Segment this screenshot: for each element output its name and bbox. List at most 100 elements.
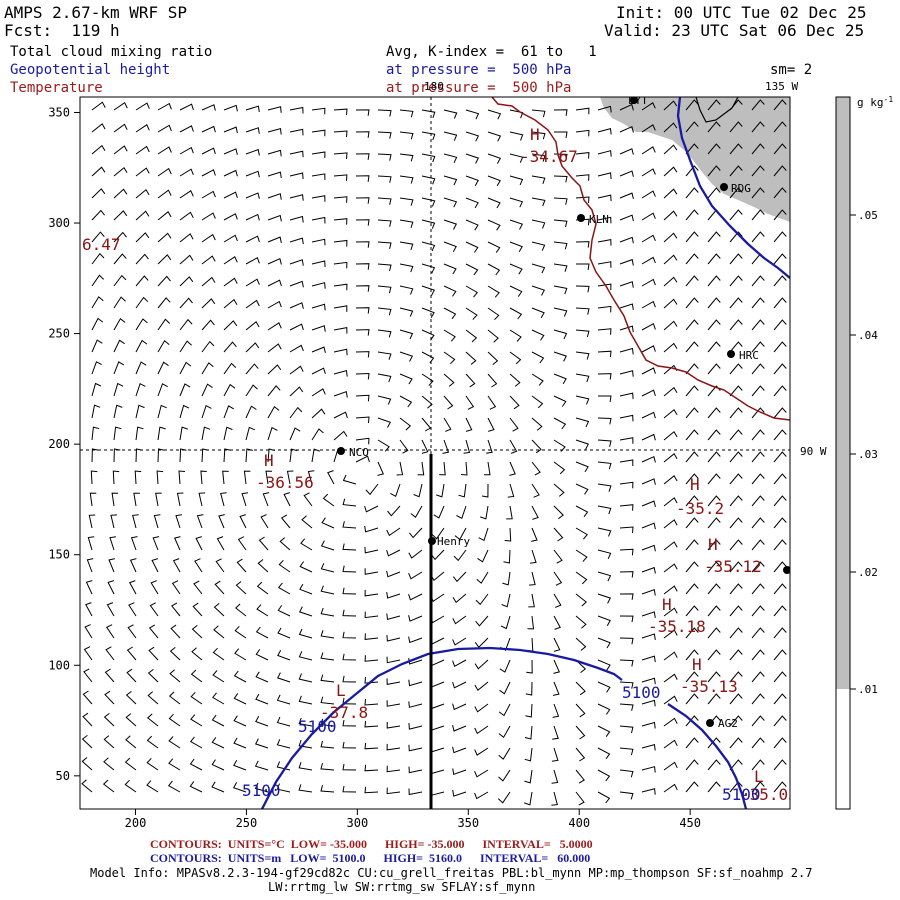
wind-barb <box>156 470 164 485</box>
wind-barb <box>421 417 432 432</box>
wind-barb <box>751 473 765 485</box>
wind-barb <box>255 626 269 639</box>
wind-barb <box>641 300 656 309</box>
station-henry-dot <box>428 537 436 545</box>
station-hrc-dot <box>727 350 735 358</box>
wind-barb <box>707 693 721 705</box>
wind-barb <box>157 102 172 111</box>
station-nco-dot <box>337 447 345 455</box>
colorbar-tick: .02 <box>858 566 878 579</box>
wind-barb <box>283 492 291 507</box>
wind-barb <box>157 146 172 155</box>
wind-barb <box>105 646 115 661</box>
wind-barb <box>192 602 203 617</box>
wind-barb <box>597 505 612 515</box>
wind-barb <box>421 109 436 119</box>
wind-barb <box>773 253 787 265</box>
wind-barb <box>355 351 370 358</box>
wind-barb <box>280 514 291 529</box>
wind-barb <box>553 175 568 183</box>
wind-barb <box>474 637 489 648</box>
wind-barb <box>641 124 656 133</box>
station-rdg-dot <box>720 183 728 191</box>
wind-barb <box>113 253 127 265</box>
wind-barb <box>751 781 765 793</box>
wind-barb <box>245 448 253 463</box>
wind-barb <box>342 565 357 573</box>
wind-barb <box>399 153 414 162</box>
wind-barb <box>773 99 787 111</box>
wind-barb <box>685 715 699 727</box>
wind-barb <box>211 737 225 749</box>
station-kln-label: KLN <box>589 213 609 226</box>
wind-barb <box>619 571 634 578</box>
wind-barb <box>551 747 559 762</box>
wind-barb <box>575 461 589 473</box>
wind-barb <box>213 603 225 617</box>
init-time: Init: 00 UTC Tue 02 Dec 25 <box>616 3 867 22</box>
wind-barb <box>243 470 251 485</box>
wind-barb <box>267 343 282 353</box>
wind-barb <box>179 404 190 419</box>
wind-barb <box>245 299 260 309</box>
wind-barb <box>663 519 678 529</box>
wind-barb <box>663 563 678 573</box>
wind-barb <box>465 153 480 164</box>
wind-barb <box>289 172 304 180</box>
wind-barb <box>773 209 787 221</box>
wind-barb <box>421 241 436 252</box>
wind-barb <box>619 126 634 133</box>
wind-barb <box>663 210 678 221</box>
wind-barb <box>132 514 139 529</box>
wind-barb <box>509 175 524 186</box>
wind-barb <box>83 646 93 661</box>
wind-barb <box>289 344 304 353</box>
wind-barb <box>597 283 612 291</box>
wind-barb <box>276 739 291 749</box>
wind-barb <box>685 429 699 441</box>
wind-barb <box>276 783 291 793</box>
wind-barb <box>685 539 699 551</box>
wind-barb <box>773 649 787 661</box>
wind-barb <box>433 505 445 519</box>
wind-barb <box>619 414 634 422</box>
lon-label-90w: 90 W <box>800 445 827 458</box>
wind-barb <box>413 483 423 498</box>
wind-barb <box>179 103 194 111</box>
k-index-label: Avg, K-index = 61 to 1 <box>386 44 597 60</box>
wind-barb <box>773 693 787 705</box>
wind-barb <box>289 406 303 419</box>
wind-barb <box>89 492 97 507</box>
wind-barb <box>355 109 370 116</box>
wind-barb <box>619 637 634 645</box>
x-tick-label: 350 <box>457 816 479 830</box>
wind-barb <box>751 121 765 133</box>
wind-barb <box>276 694 291 705</box>
wind-barb <box>167 780 181 793</box>
wind-barb <box>135 426 144 441</box>
wind-barb <box>551 769 559 784</box>
wind-barb <box>597 703 611 715</box>
wind-barb <box>597 725 611 737</box>
wind-barb <box>663 408 678 419</box>
wind-barb <box>597 659 611 671</box>
wind-barb <box>355 416 370 424</box>
wind-barb <box>597 483 612 492</box>
wind-barb <box>474 747 489 756</box>
wind-barb <box>171 580 181 595</box>
wind-barb <box>298 628 313 639</box>
wind-barb <box>663 144 678 155</box>
wind-barb <box>189 758 203 771</box>
wind-barb <box>641 589 656 596</box>
wind-barb <box>575 549 588 562</box>
wind-barb <box>135 232 150 243</box>
wind-barb <box>333 305 348 312</box>
temp-extremum-type: H <box>708 535 718 554</box>
wind-barb <box>102 779 115 793</box>
wind-barb <box>465 197 479 209</box>
wind-barb <box>386 787 401 795</box>
wind-barb <box>707 363 721 375</box>
wind-barb <box>408 679 423 687</box>
wind-barb <box>452 746 467 754</box>
wind-barb <box>597 239 612 246</box>
